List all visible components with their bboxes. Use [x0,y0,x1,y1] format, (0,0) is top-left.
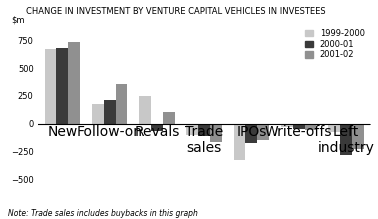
Bar [151,124,163,131]
Bar [56,48,68,124]
Bar [139,96,151,124]
Bar [281,124,293,127]
Bar [210,124,222,142]
Bar [116,84,127,124]
Bar [186,124,198,135]
Bar [328,124,340,132]
Bar [352,124,364,150]
Text: CHANGE IN INVESTMENT BY VENTURE CAPITAL VEHICLES IN INVESTEES: CHANGE IN INVESTMENT BY VENTURE CAPITAL … [26,7,326,16]
Bar [257,124,269,140]
Text: Note: Trade sales includes buybacks in this graph: Note: Trade sales includes buybacks in t… [8,209,197,218]
Bar [293,124,305,129]
Bar [198,124,210,136]
Bar [104,101,116,124]
Bar [92,104,104,124]
Bar [45,49,56,124]
Bar [163,111,175,124]
Bar [245,124,257,143]
Bar [234,124,245,160]
Legend: 1999-2000, 2000-01, 2001-02: 1999-2000, 2000-01, 2001-02 [303,27,366,61]
Bar [305,124,316,130]
Text: $m: $m [11,16,25,25]
Bar [68,42,80,124]
Bar [340,124,352,155]
